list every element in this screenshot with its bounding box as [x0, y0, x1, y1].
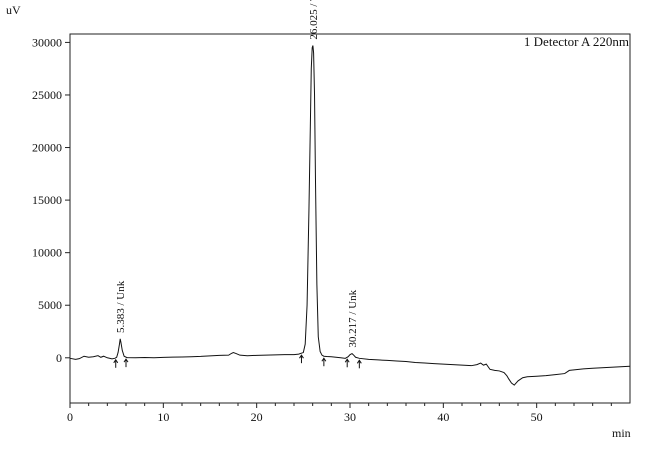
peak-label-0: 5.383 / Unk: [115, 280, 127, 333]
y-tick-label-0: 0: [56, 351, 62, 365]
x-axis: 0 10 20 30 40 50: [67, 403, 612, 424]
integration-mark-3: [321, 357, 327, 367]
x-axis-unit: min: [612, 426, 631, 440]
integration-mark-1: [123, 358, 129, 368]
y-tick-label-1: 5000: [38, 298, 62, 312]
integration-mark-2: [299, 354, 304, 364]
series-group: [69, 45, 631, 386]
integration-mark-arrow: [113, 358, 119, 364]
integration-mark-arrow: [123, 358, 129, 363]
x-tick-label-3: 30: [344, 410, 356, 424]
x-tick-label-2: 20: [251, 410, 263, 424]
integration-marks: [113, 354, 362, 369]
integration-mark-5: [356, 359, 362, 369]
integration-mark-arrow: [344, 358, 350, 363]
y-tick-label-3: 15000: [32, 193, 62, 207]
peak-labels: 5.383 / Unk 26.025 / Tacrolimus Standard 3…: [115, 0, 359, 348]
y-tick-label-4: 20000: [32, 141, 62, 155]
integration-mark-4: [344, 358, 350, 368]
y-axis-unit: uV: [6, 3, 21, 17]
integration-mark-arrow: [321, 357, 327, 362]
y-tick-label-6: 30000: [32, 35, 62, 49]
chromatogram-trace-0: [69, 45, 631, 386]
x-tick-label-5: 50: [531, 410, 543, 424]
integration-mark-arrow: [356, 359, 362, 364]
x-tick-label-1: 10: [157, 410, 169, 424]
y-tick-label-5: 25000: [32, 88, 62, 102]
x-tick-label-0: 0: [67, 410, 73, 424]
peak-label-2: 30.217 / Unk: [347, 289, 359, 347]
integration-mark-arrow: [299, 354, 304, 359]
integration-mark-0: [113, 358, 119, 368]
x-tick-label-4: 40: [437, 410, 449, 424]
peak-label-1: 26.025 / Tacrolimus Standard: [308, 0, 320, 40]
y-axis: 0 5000 10000 15000 20000 25000 30000: [32, 35, 70, 365]
detector-legend: 1 Detector A 220nm: [524, 34, 629, 49]
y-tick-label-2: 10000: [32, 246, 62, 260]
